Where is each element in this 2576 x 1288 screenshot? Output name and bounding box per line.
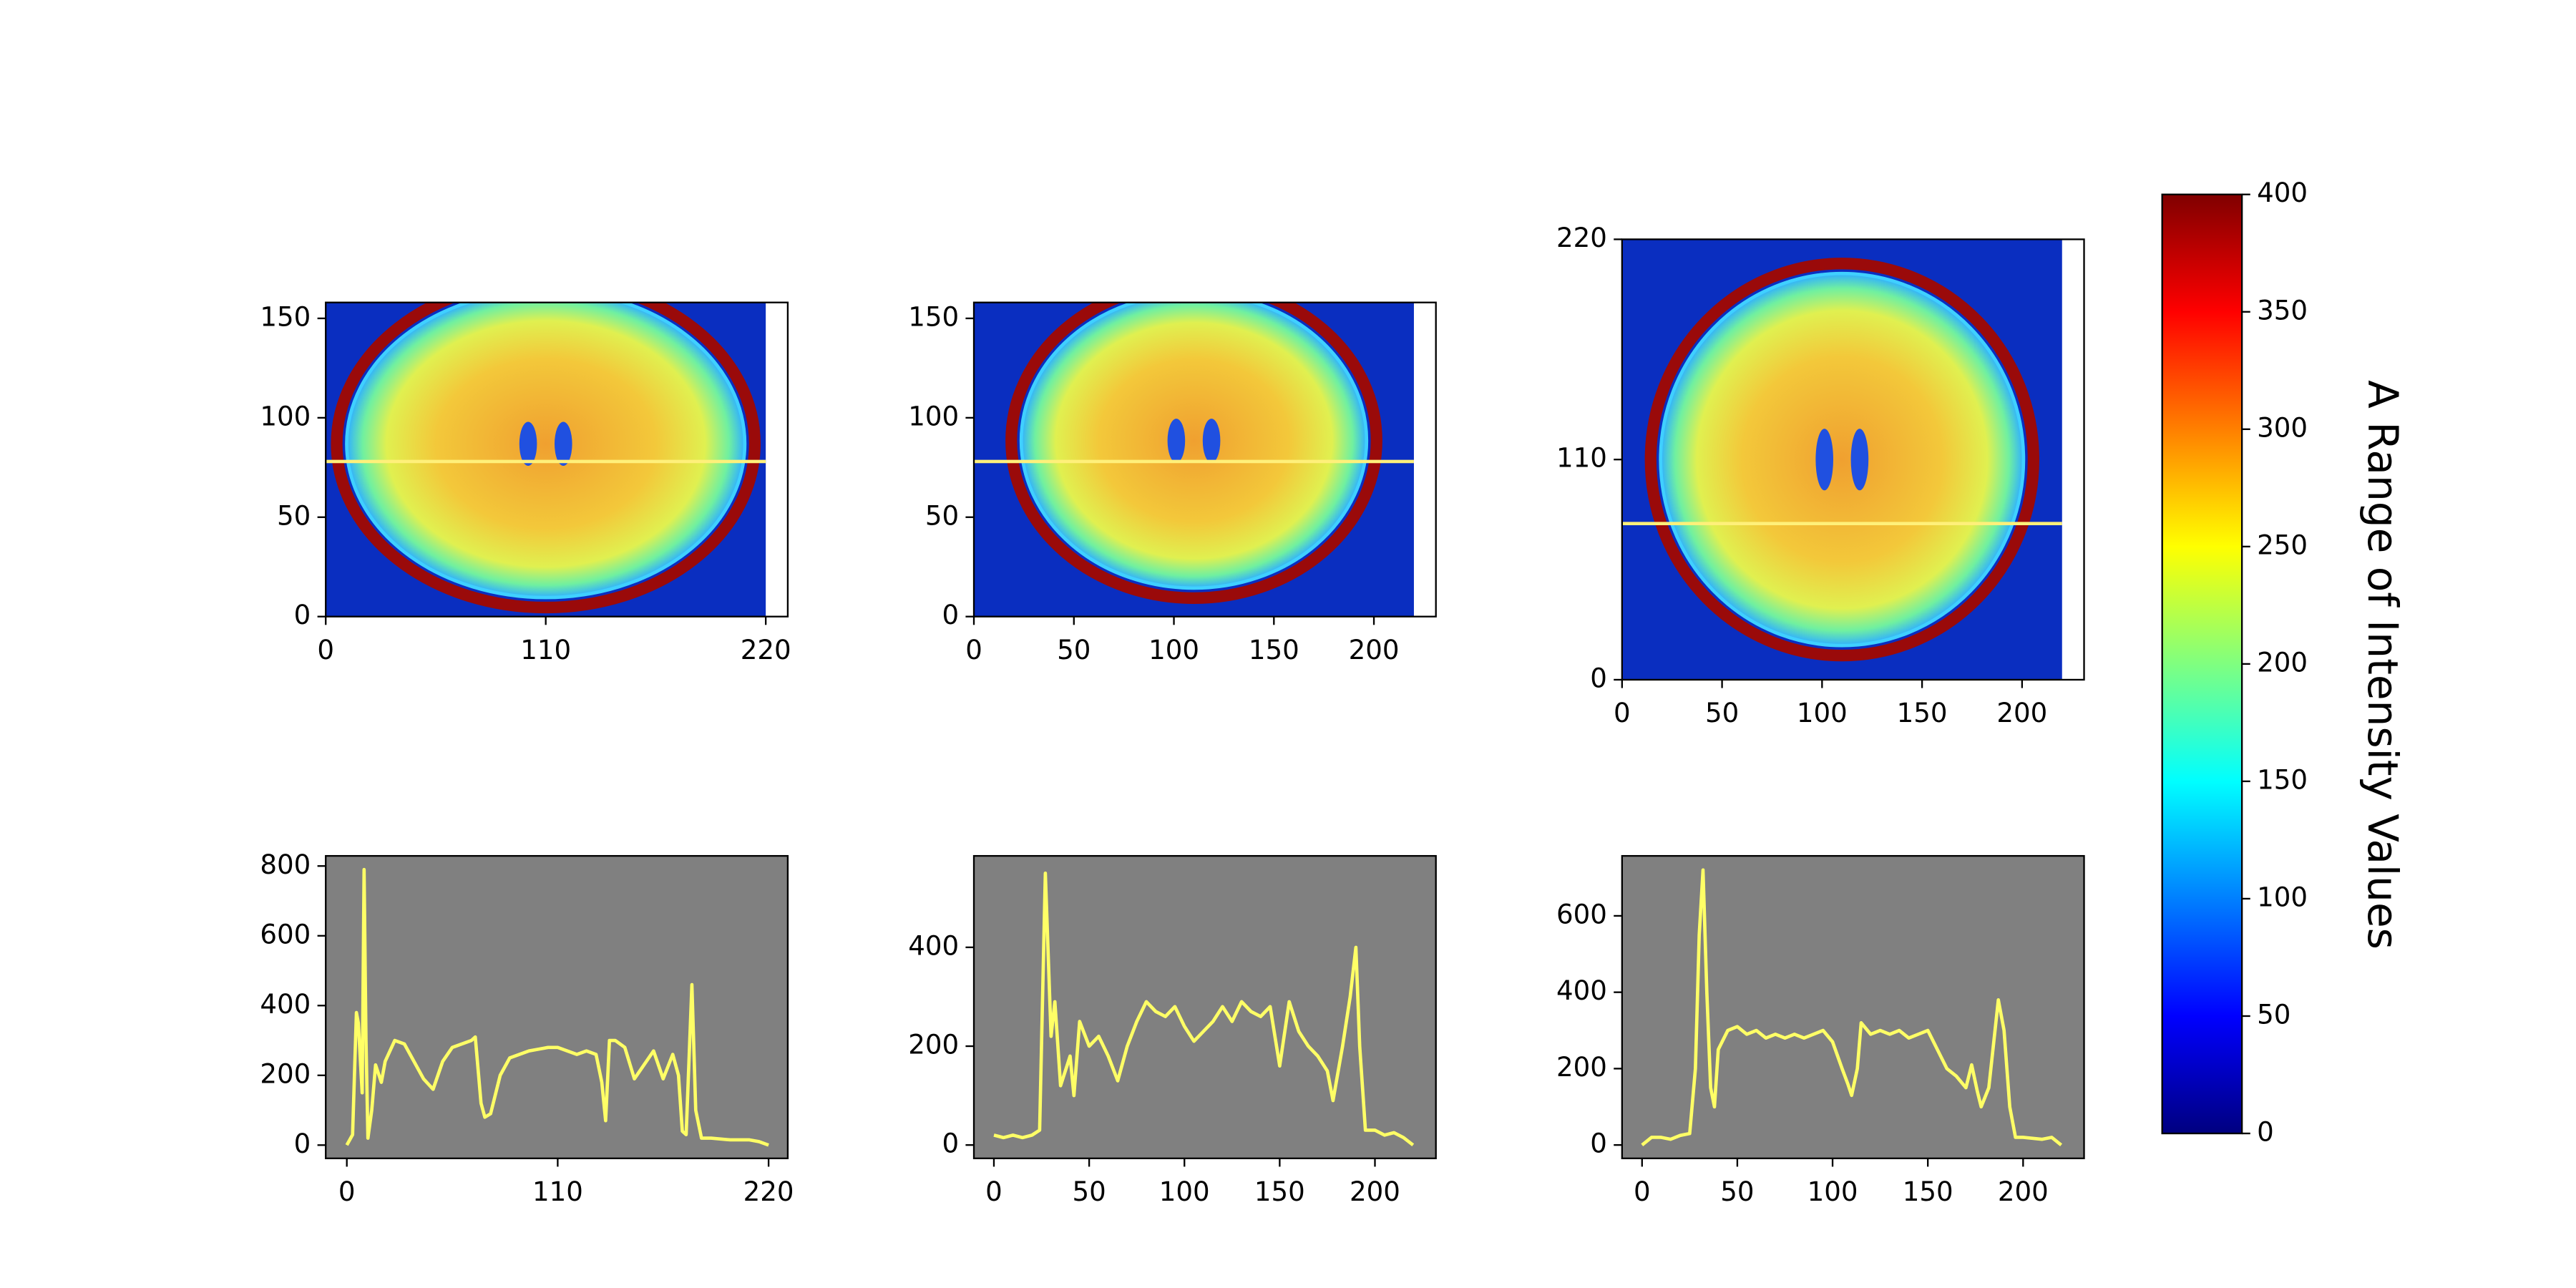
x-tick-label: 100 (1797, 698, 1848, 728)
x-tick-label: 0 (338, 1176, 356, 1207)
y-tick-label: 400 (260, 989, 311, 1020)
x-tick-label: 220 (743, 1176, 794, 1207)
plot-area (974, 302, 1414, 617)
x-tick-label: 0 (985, 1176, 1002, 1207)
y-tick-label: 100 (908, 401, 959, 431)
brain-tissue (1659, 271, 2026, 648)
x-tick-label: 50 (1705, 698, 1739, 728)
y-tick-label: 600 (1556, 899, 1607, 930)
colorbar-tick-label: 150 (2257, 764, 2308, 795)
colorbar-tick-label: 300 (2257, 412, 2308, 443)
x-tick-label: 0 (1634, 1176, 1651, 1207)
x-tick-label: 150 (1249, 635, 1299, 665)
x-tick-label: 100 (1148, 635, 1199, 665)
panel: 0 50 100 150 200 250 300 350 400 A Range of Inten… (2161, 177, 2407, 1148)
y-tick-label: 200 (1556, 1052, 1607, 1083)
x-tick-label: 0 (965, 635, 982, 665)
profile-curve (345, 867, 769, 1147)
y-tick-label: 0 (1590, 1128, 1607, 1159)
y-tick-label: 0 (942, 1128, 959, 1159)
y-tick-label: 50 (925, 500, 959, 531)
panel: 0 50 100 150 200 0 200 400 600 (1556, 854, 2085, 1207)
y-tick-label: 110 (1556, 443, 1607, 474)
skull-rim (331, 302, 761, 614)
ventricle (1167, 419, 1186, 463)
plot-background (326, 856, 788, 1158)
ventricle (1850, 429, 1869, 491)
profile-curve (1641, 868, 2063, 1146)
x-tick-label: 0 (1614, 698, 1631, 728)
y-tick-label: 50 (277, 500, 311, 531)
plot-area (1621, 856, 2084, 1158)
axes-frame (325, 854, 789, 1159)
plot-area (326, 302, 766, 617)
colorbar-tick-label: 200 (2257, 647, 2308, 678)
x-tick-label: 150 (1254, 1176, 1305, 1207)
ventricle (519, 421, 537, 466)
plot-area (326, 856, 788, 1158)
panel: 0 110 220 0 50 100 150 (260, 301, 791, 665)
x-tick-label: 50 (1720, 1176, 1754, 1207)
brain-tissue (345, 302, 747, 600)
y-tick-label: 0 (942, 600, 959, 630)
colorbar-tick-label: 100 (2257, 882, 2308, 912)
axes-frame (972, 854, 1437, 1159)
y-tick-label: 400 (1556, 975, 1607, 1006)
plot-background (1621, 856, 2084, 1158)
y-tick-label: 800 (260, 849, 311, 880)
axes-frame (325, 301, 789, 618)
panel: 0 110 220 0 200 400 600 800 (260, 849, 794, 1207)
y-tick-label: 0 (294, 600, 311, 630)
x-tick-label: 50 (1057, 635, 1091, 665)
axes-frame (1621, 854, 2085, 1159)
panel: 0 50 100 150 200 0 50 100 150 (908, 301, 1437, 665)
colorbar-label: A Range of Intensity Values (2358, 380, 2407, 950)
x-tick-label: 100 (1807, 1176, 1858, 1207)
x-tick-label: 200 (1996, 698, 2047, 728)
colorbar (2161, 193, 2243, 1135)
panel: 0 50 100 150 200 0 110 220 (1556, 223, 2085, 728)
y-tick-label: 0 (1590, 663, 1607, 693)
colorbar-tick-label: 250 (2257, 530, 2308, 560)
plot-area (974, 856, 1436, 1158)
plot-area (1621, 239, 2062, 680)
colorbar-tick-label: 400 (2257, 177, 2308, 208)
y-tick-label: 200 (260, 1058, 311, 1089)
y-tick-label: 0 (294, 1128, 311, 1159)
ventricle (1815, 429, 1834, 491)
ventricle (1202, 419, 1221, 463)
x-tick-label: 220 (741, 635, 791, 665)
y-tick-label: 220 (1556, 223, 1607, 253)
panel: 0 50 100 150 200 0 200 400 (908, 854, 1437, 1207)
profile-curve (993, 871, 1415, 1147)
x-tick-label: 110 (520, 635, 571, 665)
y-tick-label: 400 (908, 930, 959, 961)
skull-rim (1644, 258, 2039, 662)
x-tick-label: 0 (317, 635, 334, 665)
y-tick-label: 150 (260, 301, 311, 332)
y-tick-label: 150 (908, 301, 959, 332)
y-tick-label: 600 (260, 919, 311, 950)
x-tick-label: 150 (1897, 698, 1948, 728)
colorbar-tick-label: 350 (2257, 295, 2308, 326)
x-tick-label: 200 (1349, 635, 1400, 665)
colorbar-tick-label: 50 (2257, 999, 2290, 1030)
x-tick-label: 100 (1159, 1176, 1210, 1207)
y-tick-label: 200 (908, 1030, 959, 1060)
ventricle (554, 421, 572, 466)
brain-tissue (1019, 302, 1369, 590)
x-tick-label: 200 (1350, 1176, 1400, 1207)
y-tick-label: 100 (260, 401, 311, 431)
axes-frame (972, 301, 1437, 618)
colorbar-tick-label: 0 (2257, 1117, 2274, 1148)
skull-rim (1005, 302, 1382, 604)
x-tick-label: 200 (1998, 1176, 2049, 1207)
x-tick-label: 150 (1903, 1176, 1953, 1207)
x-tick-label: 50 (1072, 1176, 1106, 1207)
x-tick-label: 110 (532, 1176, 583, 1207)
